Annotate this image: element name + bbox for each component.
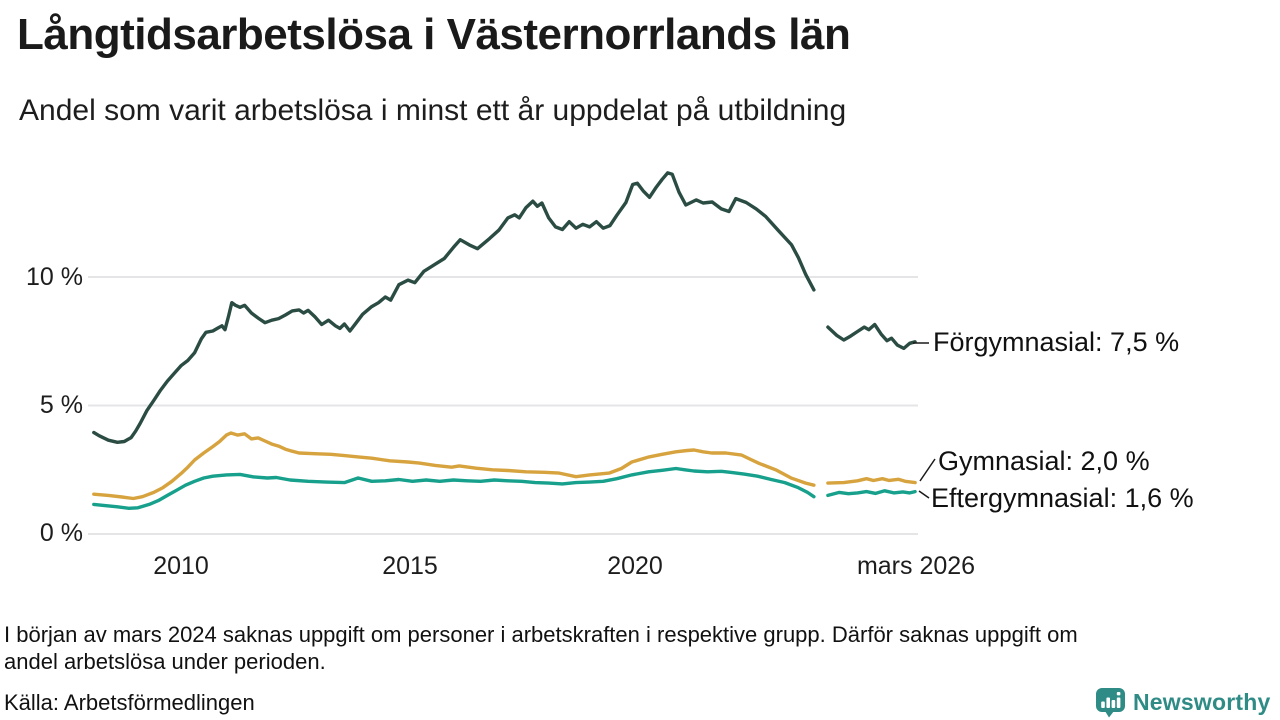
- callout-connector-eftergymnasial: [918, 490, 930, 499]
- footnote-line-2: andel arbetslösa under perioden.: [4, 649, 326, 674]
- footnote-line-1: I början av mars 2024 saknas uppgift om …: [4, 622, 1078, 647]
- footnote: I början av mars 2024 saknas uppgift om …: [4, 621, 1078, 675]
- y-axis-tick-10: 10 %: [26, 263, 83, 291]
- newsworthy-logo-icon: [1096, 688, 1125, 718]
- series-line-eftergymnasial-seg0: [92, 466, 816, 510]
- series-line-förgymnasial-seg0: [92, 171, 816, 444]
- series-callout-eftergymnasial: Eftergymnasial: 1,6 %: [931, 483, 1194, 513]
- series-callout-forgymnasial: Förgymnasial: 7,5 %: [933, 327, 1180, 357]
- series-line-eftergymnasial-seg1: [826, 489, 917, 498]
- x-axis-tick-2020: 2020: [607, 552, 663, 580]
- y-axis-tick-0: 0 %: [39, 519, 83, 547]
- series-line-gymnasial-seg0: [92, 431, 816, 501]
- newsworthy-brand: Newsworthy: [1095, 687, 1270, 718]
- source-credit: Källa: Arbetsförmedlingen: [4, 690, 255, 715]
- series-callout-gymnasial: Gymnasial: 2,0 %: [938, 446, 1150, 476]
- callout-connector-gymnasial: [919, 458, 936, 482]
- x-axis-tick-2010: 2010: [153, 552, 209, 580]
- x-axis-tick-mars-2026: mars 2026: [856, 552, 976, 580]
- series-line-gymnasial-seg1: [826, 477, 917, 485]
- series-line-förgymnasial-seg1: [826, 322, 917, 351]
- x-axis-tick-2015: 2015: [382, 552, 438, 580]
- page-title: Långtidsarbetslösa i Västernorrlands län: [17, 10, 851, 59]
- newsworthy-wordmark: Newsworthy: [1133, 689, 1271, 715]
- page-subtitle: Andel som varit arbetslösa i minst ett å…: [19, 94, 847, 127]
- y-axis-tick-5: 5 %: [39, 391, 83, 419]
